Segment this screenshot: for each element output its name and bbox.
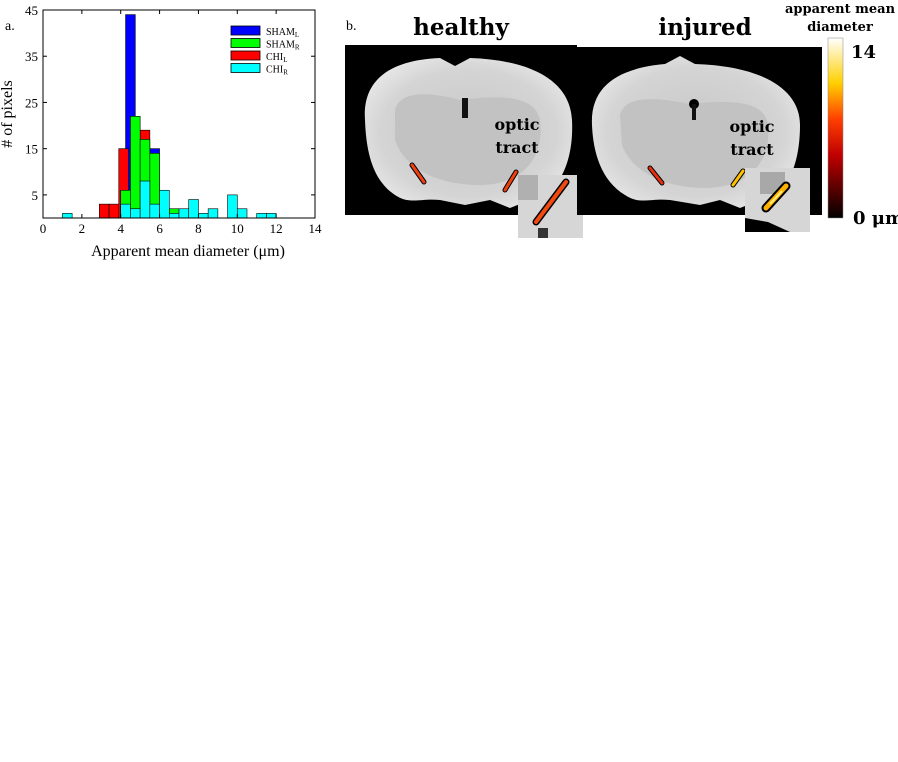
x-tick-label: 12 bbox=[270, 221, 283, 236]
bar-chi-r bbox=[188, 199, 199, 219]
injured-title: injured bbox=[658, 14, 751, 41]
bar-chi-r bbox=[130, 208, 141, 219]
bar-chi-r bbox=[236, 208, 248, 219]
healthy-title: healthy bbox=[413, 14, 509, 41]
legend-label: CHIR bbox=[266, 65, 288, 77]
bar-chi-l bbox=[99, 203, 110, 219]
healthy-brain-image bbox=[345, 45, 577, 215]
panel-a-label: a. bbox=[5, 19, 15, 34]
x-tick-label: 4 bbox=[117, 221, 124, 236]
y-tick-label: 45 bbox=[25, 3, 38, 18]
plot-frame bbox=[42, 9, 316, 219]
y-tick-label: 35 bbox=[25, 49, 38, 64]
legend-swatch bbox=[230, 50, 261, 61]
injured-inset bbox=[745, 168, 810, 232]
x-tick-label: 0 bbox=[40, 221, 47, 236]
colorbar bbox=[827, 37, 844, 219]
x-tick-label: 2 bbox=[79, 221, 86, 236]
bar-chi-r bbox=[178, 208, 190, 219]
x-tick-label: 10 bbox=[231, 221, 244, 236]
bar-chi-r bbox=[159, 189, 170, 219]
injured-brain-image bbox=[577, 47, 822, 215]
bar-chi-l bbox=[108, 203, 120, 219]
injured-annotation-optic: optic bbox=[729, 117, 774, 136]
bar-chi-r bbox=[139, 180, 151, 219]
histogram bbox=[62, 14, 277, 219]
bar-chi-r bbox=[62, 213, 73, 219]
bar-chi-r bbox=[198, 213, 209, 219]
legend-label: SHAML bbox=[266, 27, 299, 39]
legend-label: SHAMR bbox=[266, 40, 300, 52]
y-tick-label: 25 bbox=[25, 95, 38, 110]
legend-swatch bbox=[230, 38, 261, 48]
injured-annotation-tract: tract bbox=[730, 140, 774, 159]
bar-chi-r bbox=[149, 203, 160, 219]
x-tick-label: 14 bbox=[309, 221, 323, 236]
x-axis-label: Apparent mean diameter (μm) bbox=[91, 243, 285, 260]
bar-chi-r bbox=[168, 213, 180, 219]
x-tick-label: 8 bbox=[195, 221, 202, 236]
healthy-inset bbox=[518, 175, 583, 238]
bar-sham-r bbox=[130, 116, 141, 219]
healthy-annotation-tract: tract bbox=[495, 138, 539, 157]
colorbar-max-label: 14 bbox=[851, 42, 876, 63]
bar-chi-r bbox=[266, 213, 277, 219]
healthy-annotation-optic: optic bbox=[494, 115, 539, 134]
colorbar-min-label: 0 μm bbox=[853, 208, 898, 229]
bar-chi-r bbox=[120, 203, 131, 219]
colorbar-title-line2: diameter bbox=[807, 20, 873, 35]
legend-label: CHIL bbox=[266, 52, 288, 64]
y-tick-label: 5 bbox=[32, 188, 39, 203]
y-tick-label: 15 bbox=[25, 142, 38, 157]
axis-ticks: 0 2 4 6 8 10 12 14 5 15 25 35 45 bbox=[25, 3, 322, 236]
x-tick-label: 6 bbox=[156, 221, 163, 236]
legend-swatch bbox=[230, 63, 261, 73]
legend-swatch bbox=[230, 25, 261, 36]
colorbar-title-line1: apparent mean bbox=[785, 2, 896, 17]
bar-chi-r bbox=[256, 213, 267, 219]
y-axis-label: # of pixels bbox=[0, 80, 16, 148]
bar-chi-r bbox=[207, 208, 219, 219]
panel-b-label: b. bbox=[346, 19, 357, 34]
bar-chi-r bbox=[227, 194, 238, 219]
